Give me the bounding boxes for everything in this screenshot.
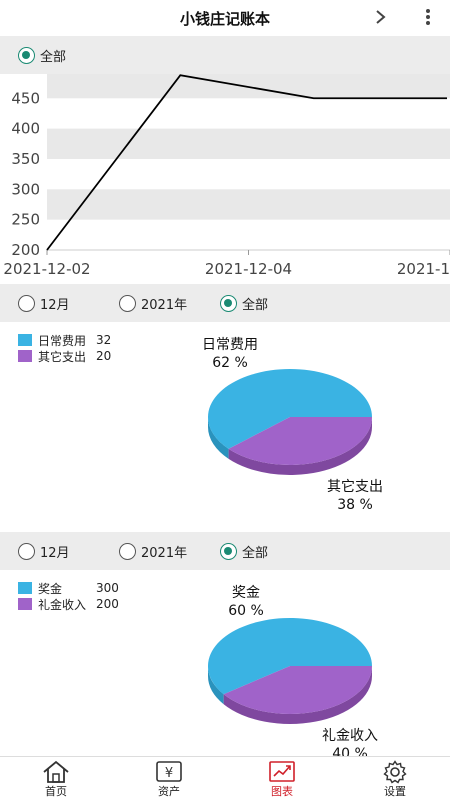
top-bar: 小钱庄记账本 xyxy=(0,0,450,36)
expense-slice1-label: 日常费用 62 % xyxy=(180,336,280,372)
radio-selected-indicator[interactable] xyxy=(220,294,237,312)
pie-slice xyxy=(207,618,372,695)
nav-charts[interactable]: 图表 xyxy=(226,757,338,800)
x-tick-label: 2021-1 xyxy=(397,260,450,278)
legend-swatch-purple xyxy=(18,598,32,610)
x-tick-label: 2021-12-02 xyxy=(3,260,90,278)
legend-item: 日常费用 32 xyxy=(18,332,111,348)
legend-value: 32 xyxy=(96,333,112,347)
radio-year-label: 2021年 xyxy=(141,545,188,561)
legend-item: 礼金收入 200 xyxy=(18,596,119,612)
radio-all[interactable]: 全部 xyxy=(220,284,268,322)
radio-month-label: 12月 xyxy=(40,545,70,561)
grid-band xyxy=(47,128,450,159)
expense-legend: 日常费用 32 其它支出 20 xyxy=(18,332,111,364)
expense-period-filter: 12月 2021年 全部 xyxy=(0,284,450,322)
legend-item: 奖金 300 xyxy=(18,580,119,596)
y-tick-label: 400 xyxy=(11,120,40,138)
line-chart-filter: 全部 xyxy=(0,36,450,74)
radio-year-label: 2021年 xyxy=(141,297,188,313)
series-line xyxy=(46,74,447,251)
nav-label: 设置 xyxy=(384,785,406,798)
nav-assets[interactable]: ¥ 资产 xyxy=(113,757,225,800)
app-title: 小钱庄记账本 xyxy=(179,10,270,28)
slice-percent: 60 % xyxy=(228,603,264,619)
income-pie-chart xyxy=(207,618,372,724)
radio-indicator[interactable] xyxy=(18,294,35,312)
pie-slice-side xyxy=(228,417,372,475)
radio-selected-indicator[interactable] xyxy=(18,46,35,64)
legend-name: 日常费用 xyxy=(38,333,87,348)
gear-icon xyxy=(383,760,407,784)
pie-slice xyxy=(228,417,372,465)
legend-name: 奖金 xyxy=(38,581,63,596)
y-tick-label: 450 xyxy=(11,89,40,107)
radio-indicator[interactable] xyxy=(119,542,136,560)
slice-name: 日常费用 xyxy=(202,337,258,353)
bottom-nav: 首页 ¥ 资产 图表 设置 xyxy=(0,756,450,800)
grid-band xyxy=(47,189,450,220)
legend-value: 300 xyxy=(96,581,119,595)
radio-month[interactable]: 12月 xyxy=(18,532,70,570)
radio-month-label: 12月 xyxy=(40,297,70,313)
radio-all-label: 全部 xyxy=(242,545,269,561)
more-vertical-icon[interactable] xyxy=(418,6,438,28)
chart-icon xyxy=(269,761,295,782)
radio-all[interactable]: 全部 xyxy=(220,532,268,570)
expense-slice2-label: 其它支出 38 % xyxy=(305,478,405,514)
yen-icon: ¥ xyxy=(156,761,182,782)
slice-name: 礼金收入 xyxy=(322,728,378,744)
nav-label: 资产 xyxy=(158,785,180,798)
legend-value: 20 xyxy=(96,349,112,363)
y-tick-label: 300 xyxy=(11,180,40,198)
radio-indicator[interactable] xyxy=(18,542,35,560)
expense-pie-chart xyxy=(207,369,372,475)
radio-year[interactable]: 2021年 xyxy=(119,532,187,570)
radio-all-label: 全部 xyxy=(40,49,67,65)
legend-value: 200 xyxy=(96,597,119,611)
pie-slice-side xyxy=(223,666,372,724)
slice-percent: 62 % xyxy=(212,355,248,371)
pie-slice-side xyxy=(208,666,224,705)
legend-item: 其它支出 20 xyxy=(18,348,111,364)
x-tick-label: 2021-12-04 xyxy=(205,260,292,278)
slice-name: 其它支出 xyxy=(327,479,383,495)
nav-home[interactable]: 首页 xyxy=(0,757,112,800)
nav-label: 图表 xyxy=(271,785,293,798)
income-legend: 奖金 300 礼金收入 200 xyxy=(18,580,119,612)
legend-name: 其它支出 xyxy=(38,349,87,364)
radio-month[interactable]: 12月 xyxy=(18,284,70,322)
radio-indicator[interactable] xyxy=(119,294,136,312)
radio-year[interactable]: 2021年 xyxy=(119,284,187,322)
slice-name: 奖金 xyxy=(232,585,260,601)
y-tick-label: 250 xyxy=(11,211,40,229)
radio-all[interactable]: 全部 xyxy=(18,36,66,74)
radio-selected-indicator[interactable] xyxy=(220,542,237,560)
legend-swatch-purple xyxy=(18,350,32,362)
slice-percent: 38 % xyxy=(337,497,373,513)
svg-text:¥: ¥ xyxy=(165,766,173,781)
pie-slice xyxy=(223,666,372,714)
chevron-right-icon[interactable] xyxy=(372,6,390,28)
y-tick-label: 200 xyxy=(11,241,40,259)
nav-settings[interactable]: 设置 xyxy=(339,757,450,800)
pie-slice xyxy=(207,369,372,449)
legend-swatch-blue xyxy=(18,334,32,346)
legend-swatch-blue xyxy=(18,582,32,594)
pie-slice-side xyxy=(208,417,229,459)
radio-all-label: 全部 xyxy=(242,297,269,313)
legend-name: 礼金收入 xyxy=(38,597,87,612)
nav-label: 首页 xyxy=(45,785,67,798)
line-chart: 200 250 300 350 400 450 2021-12-02 2021-12-04 20… xyxy=(3,74,450,278)
income-slice1-label: 奖金 60 % xyxy=(196,584,296,620)
y-tick-label: 350 xyxy=(11,150,40,168)
home-icon xyxy=(43,760,69,783)
income-period-filter: 12月 2021年 全部 xyxy=(0,532,450,570)
